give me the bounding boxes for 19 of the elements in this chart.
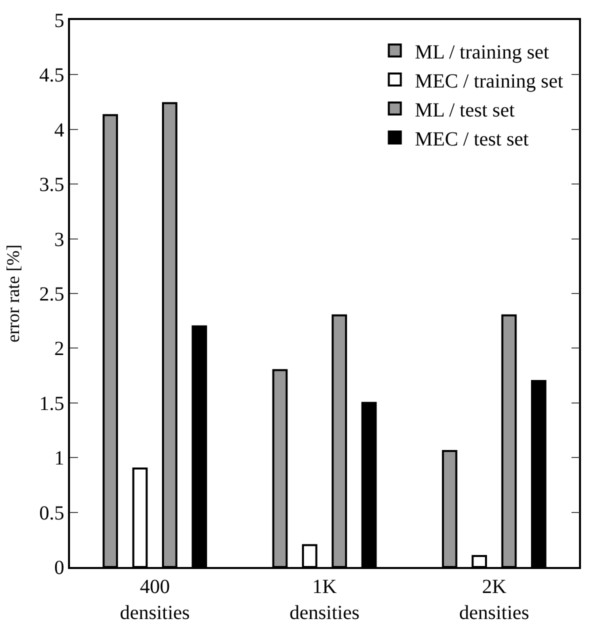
y-tick-label: 1.5 [39, 392, 64, 415]
legend-label: ML / test set [414, 99, 516, 122]
y-axis-title: error rate [%] [2, 244, 23, 342]
y-tick-label: 0.5 [39, 502, 64, 524]
y-tick-label: 1 [54, 448, 64, 470]
legend-label: ML / training set [414, 41, 550, 64]
x-tick-label: 2K densities [459, 576, 530, 624]
y-tick-label: 3.5 [39, 174, 64, 196]
x-tick-label: 1K densities [290, 576, 360, 624]
y-tick-label: 5 [54, 10, 64, 32]
x-tick-label: 400 densities [120, 576, 190, 624]
y-tick-label: 2 [54, 338, 64, 360]
y-tick-label: 4.5 [39, 64, 64, 87]
y-tick-label: 0 [54, 557, 64, 579]
y-tick-label: 4 [54, 119, 64, 142]
y-tick-label: 2.5 [39, 284, 64, 306]
legend-label: MEC / test set [414, 128, 530, 150]
legend-label: MEC / training set [414, 70, 564, 92]
y-tick-label: 3 [54, 228, 64, 251]
